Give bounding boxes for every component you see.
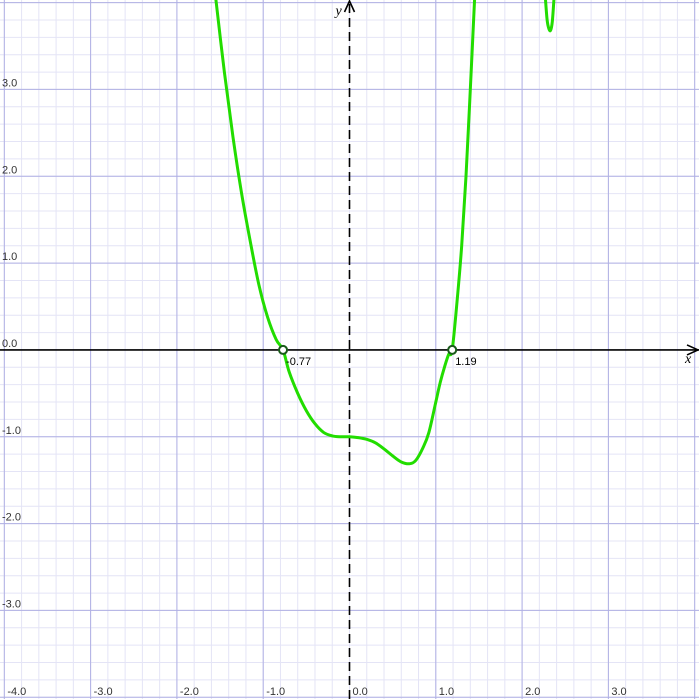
x-axis-name: x: [684, 352, 692, 367]
tick-labels: -4.0 -3.0 -2.0 -1.0 0.0 1.0 2.0 3.0 3.0 2.0 1.0 0.0…: [2, 77, 627, 698]
x-tick-label: 1.0: [439, 686, 454, 698]
x-tick-label: 3.0: [611, 686, 626, 698]
root-point-label: 1.19: [455, 356, 476, 368]
x-tick-label: -2.0: [180, 686, 199, 698]
root-points: -0.77 1.19: [278, 344, 477, 368]
x-tick-label: -1.0: [266, 686, 285, 698]
root-point-marker: [278, 344, 289, 355]
y-tick-label: 0.0: [2, 338, 17, 350]
x-axis-arrow: [686, 344, 699, 356]
x-tick-label: -3.0: [94, 686, 113, 698]
x-tick-label: 2.0: [525, 686, 540, 698]
y-tick-label: -2.0: [2, 512, 21, 524]
x-tick-label: 0.0: [353, 686, 368, 698]
y-tick-label: 1.0: [2, 251, 17, 263]
x-tick-label: -4.0: [7, 686, 26, 698]
y-axis-name: y: [334, 4, 343, 19]
y-axis-arrow: [343, 0, 356, 13]
y-tick-label: 2.0: [2, 164, 17, 176]
y-tick-label: 3.0: [2, 77, 17, 89]
root-point-marker: [447, 344, 458, 355]
curve-series-2: [544, 0, 556, 33]
y-tick-label: -3.0: [2, 598, 21, 610]
root-point-label: -0.77: [286, 356, 311, 368]
y-tick-label: -1.0: [2, 425, 21, 437]
